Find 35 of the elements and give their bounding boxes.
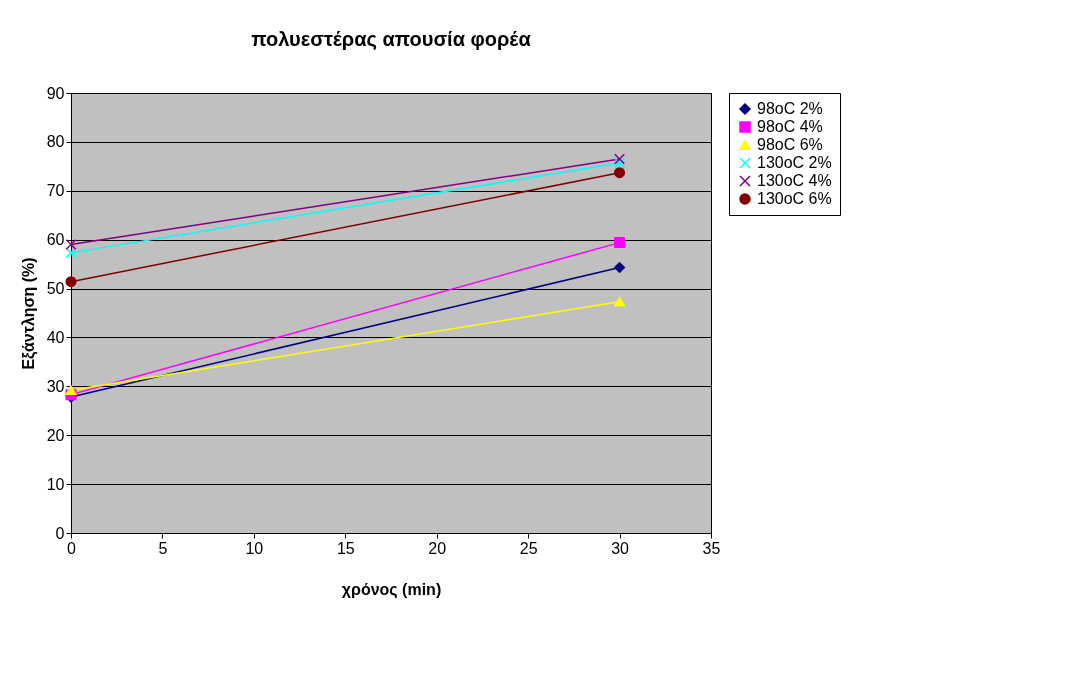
y-tick-label: 60 bbox=[46, 231, 65, 249]
x-tick-label: 30 bbox=[611, 539, 630, 557]
y-tick-label: 50 bbox=[46, 280, 65, 298]
point bbox=[614, 167, 626, 179]
point bbox=[614, 153, 626, 165]
point bbox=[65, 247, 77, 259]
x-tick-label: 15 bbox=[336, 539, 355, 557]
legend-label: 130oC 6% bbox=[757, 190, 832, 207]
y-tick-label: 70 bbox=[46, 182, 65, 200]
legend-label: 98oC 6% bbox=[757, 136, 823, 153]
y-axis-title: Εξάντληση (%) bbox=[19, 257, 38, 370]
x-tick-label: 20 bbox=[428, 539, 447, 557]
y-tick-label: 10 bbox=[46, 475, 65, 493]
point bbox=[614, 157, 626, 169]
x-tick-label: 35 bbox=[702, 539, 721, 557]
x-tick-label: 0 bbox=[67, 539, 77, 557]
legend-label: 98oC 2% bbox=[757, 100, 823, 117]
chart-title: πολυεστέρας απουσία φορέα bbox=[251, 28, 532, 50]
x-tick-label: 10 bbox=[245, 539, 264, 557]
y-tick-label: 40 bbox=[46, 328, 65, 346]
y-tick-label: 20 bbox=[46, 426, 65, 444]
point bbox=[65, 276, 77, 288]
legend-label: 130oC 4% bbox=[757, 172, 832, 189]
x-axis-title: χρόνος (min) bbox=[341, 580, 442, 599]
y-tick-label: 80 bbox=[46, 133, 65, 151]
point bbox=[614, 262, 626, 274]
x-tick-label: 25 bbox=[519, 539, 538, 557]
legend-label: 98oC 4% bbox=[757, 118, 823, 135]
point bbox=[65, 239, 77, 251]
y-tick-label: 90 bbox=[46, 84, 65, 102]
x-tick-label: 5 bbox=[158, 539, 168, 557]
legend-label: 130oC 2% bbox=[757, 154, 832, 171]
y-tick-label: 0 bbox=[55, 524, 65, 542]
y-tick-label: 30 bbox=[46, 377, 65, 395]
point bbox=[614, 237, 626, 249]
